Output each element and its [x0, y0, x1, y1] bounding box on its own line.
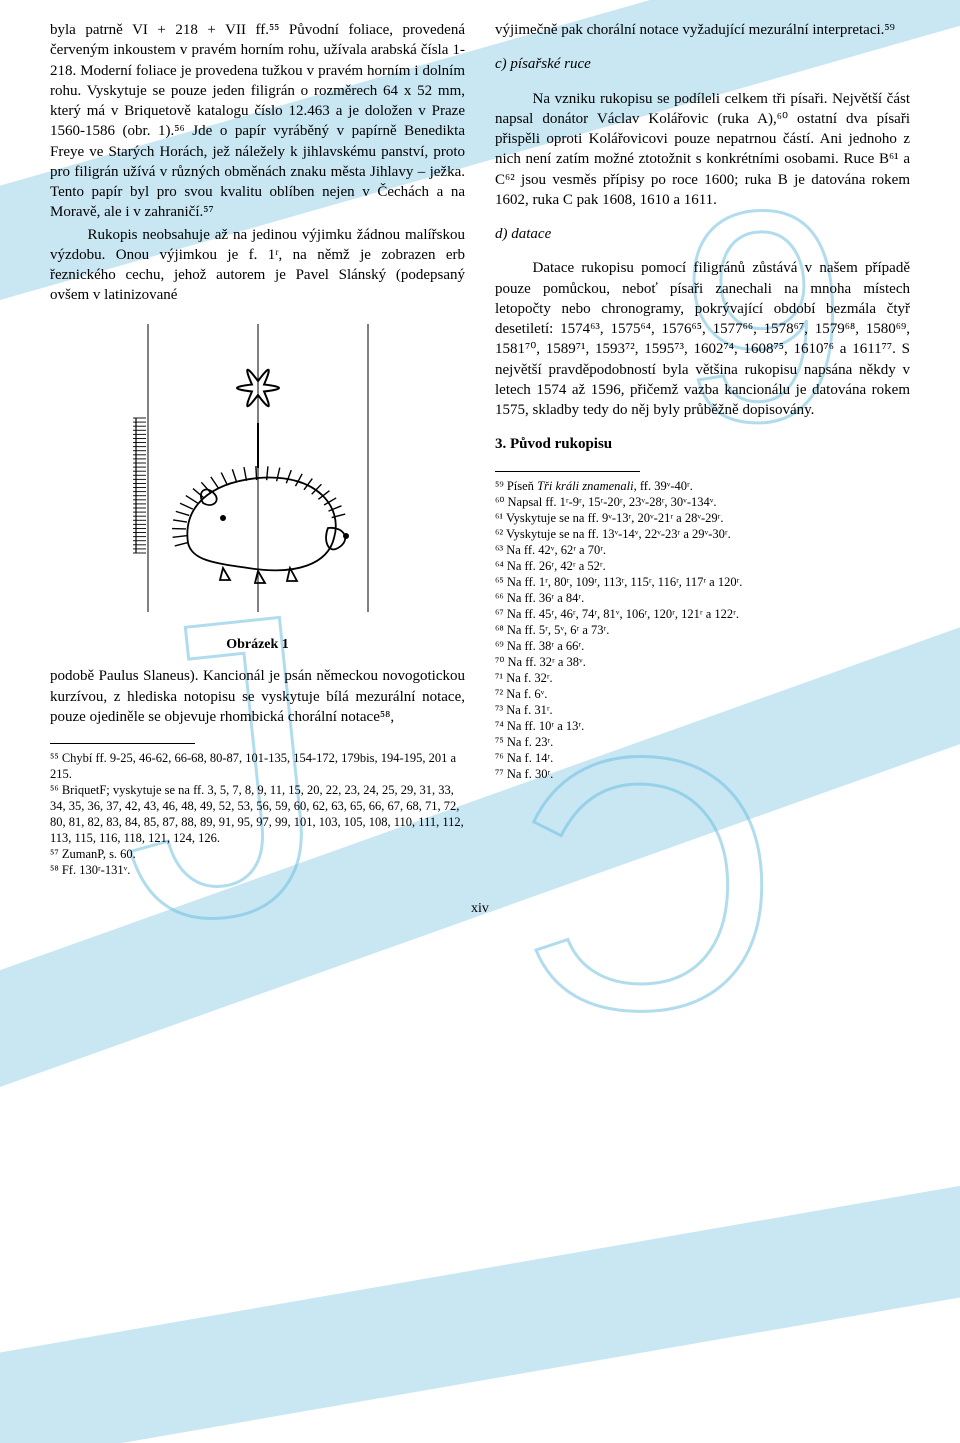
left-p2: Rukopis neobsahuje až na jedinou výjimku… [50, 225, 465, 306]
fn-55: ⁵⁵ Chybí ff. 9-25, 46-62, 66-68, 80-87, … [50, 750, 465, 782]
right-p2: Na vzniku rukopisu se podíleli celkem tř… [495, 89, 910, 211]
page-number: xiv [50, 900, 910, 919]
filigree-svg [128, 318, 388, 618]
footnotes-right: ⁵⁹ Píseň Tři králi znamenali, ff. 39ᵛ-40… [495, 478, 910, 782]
fn-73: ⁷³ Na f. 31ʳ. [495, 702, 910, 718]
fn-68: ⁶⁸ Na ff. 5ʳ, 5ᵛ, 6ʳ a 73ʳ. [495, 622, 910, 638]
fn-61: ⁶¹ Vyskytuje se na ff. 9ᵛ-13ʳ, 20ᵛ-21ʳ a… [495, 510, 910, 526]
footnotes-left: ⁵⁵ Chybí ff. 9-25, 46-62, 66-68, 80-87, … [50, 750, 465, 878]
footnote-rule-right [495, 471, 640, 472]
fn-71: ⁷¹ Na f. 32ʳ. [495, 670, 910, 686]
fn-59-pre: ⁵⁹ Píseň [495, 479, 537, 493]
fn-74: ⁷⁴ Na ff. 10ʳ a 13ʳ. [495, 718, 910, 734]
fn-67: ⁶⁷ Na ff. 45ʳ, 46ʳ, 74ʳ, 81ᵛ, 106ʳ, 120ʳ… [495, 606, 910, 622]
right-column: výjimečně pak chorální notace vyžadující… [495, 20, 910, 878]
fn-69: ⁶⁹ Na ff. 38ʳ a 66ʳ. [495, 638, 910, 654]
heading-3: 3. Původ rukopisu [495, 434, 910, 454]
right-p1: výjimečně pak chorální notace vyžadující… [495, 20, 910, 40]
left-column: byla patrně VI + 218 + VII ff.⁵⁵ Původní… [50, 20, 465, 878]
figure-caption: Obrázek 1 [50, 636, 465, 655]
left-p1: byla patrně VI + 218 + VII ff.⁵⁵ Původní… [50, 20, 465, 223]
fn-70: ⁷⁰ Na ff. 32ʳ a 38ᵛ. [495, 654, 910, 670]
filigree-figure [50, 318, 465, 628]
fn-57: ⁵⁷ ZumanP, s. 60. [50, 846, 465, 862]
fn-60: ⁶⁰ Napsal ff. 1ʳ-9ʳ, 15ʳ-20ʳ, 23ᵛ-28ʳ, 3… [495, 494, 910, 510]
fn-75: ⁷⁵ Na f. 23ʳ. [495, 734, 910, 750]
fn-77: ⁷⁷ Na f. 30ʳ. [495, 766, 910, 782]
fn-59: ⁵⁹ Píseň Tři králi znamenali, ff. 39ᵛ-40… [495, 478, 910, 494]
page-columns: byla patrně VI + 218 + VII ff.⁵⁵ Původní… [50, 20, 910, 878]
fn-63: ⁶³ Na ff. 42ᵛ, 62ʳ a 70ʳ. [495, 542, 910, 558]
fn-72: ⁷² Na f. 6ᵛ. [495, 686, 910, 702]
fn-62: ⁶² Vyskytuje se na ff. 13ᵛ-14ᵛ, 22ᵛ-23ʳ … [495, 526, 910, 542]
fn-58: ⁵⁸ Ff. 130ʳ-131ᵛ. [50, 862, 465, 878]
fn-59-post: , ff. 39ᵛ-40ʳ. [634, 479, 693, 493]
fn-65: ⁶⁵ Na ff. 1ʳ, 80ʳ, 109ʳ, 113ʳ, 115ʳ, 116… [495, 574, 910, 590]
left-p3: podobě Paulus Slaneus). Kancionál je psá… [50, 666, 465, 727]
fn-56: ⁵⁶ BriquetF; vyskytuje se na ff. 3, 5, 7… [50, 782, 465, 846]
fn-64: ⁶⁴ Na ff. 26ʳ, 42ʳ a 52ʳ. [495, 558, 910, 574]
label-d: d) datace [495, 224, 910, 244]
fn-66: ⁶⁶ Na ff. 36ʳ a 84ʳ. [495, 590, 910, 606]
footnote-rule-left [50, 743, 195, 744]
fn-59-em: Tři králi znamenali [537, 479, 634, 493]
label-c: c) písařské ruce [495, 54, 910, 74]
right-p3: Datace rukopisu pomocí filigránů zůstává… [495, 258, 910, 420]
fn-76: ⁷⁶ Na f. 14ʳ. [495, 750, 910, 766]
